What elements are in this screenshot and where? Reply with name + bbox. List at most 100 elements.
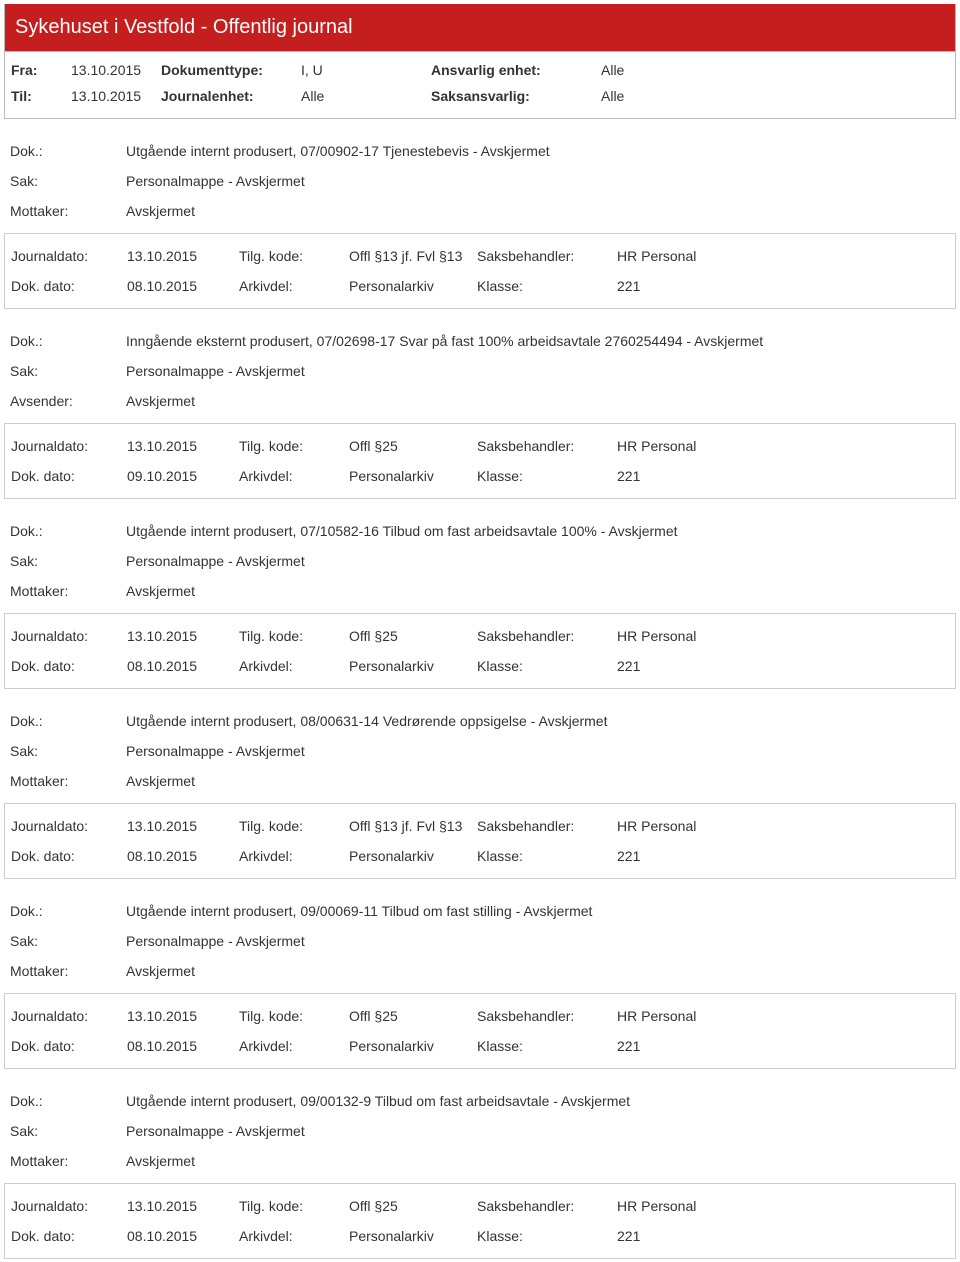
entry-row: Dok.:Utgående internt produsert, 07/1058… [10,523,950,539]
dok-label: Dok.: [10,523,126,539]
journal-entry: Dok.:Utgående internt produsert, 09/0006… [4,903,956,1069]
arkivdel-value: Personalarkiv [349,278,477,294]
dokdato-label: Dok. dato: [11,1228,127,1244]
sak-value: Personalmappe - Avskjermet [126,933,305,949]
dok-value: Inngående eksternt produsert, 07/02698-1… [126,333,763,349]
sak-value: Personalmappe - Avskjermet [126,743,305,759]
klasse-label: Klasse: [477,468,617,484]
saksbehandler-value: HR Personal [617,628,949,644]
arkivdel-value: Personalarkiv [349,1228,477,1244]
entry-row: Mottaker:Avskjermet [10,583,950,599]
journal-entry: Dok.:Inngående eksternt produsert, 07/02… [4,333,956,499]
entry-detail-grid: Journaldato:13.10.2015Tilg. kode:Offl §1… [4,803,956,879]
meta-journalenhet-label: Journalenhet: [161,88,301,104]
dokdato-value: 08.10.2015 [127,658,239,674]
page-header: Sykehuset i Vestfold - Offentlig journal [4,4,956,52]
party-label: Avsender: [10,393,126,409]
entry-header-block: Dok.:Utgående internt produsert, 09/0006… [4,903,956,993]
entry-row: Sak:Personalmappe - Avskjermet [10,553,950,569]
meta-dokumenttype-value: I, U [301,62,431,78]
meta-saksansvarlig-value: Alle [601,88,949,104]
entry-detail-grid: Journaldato:13.10.2015Tilg. kode:Offl §2… [4,993,956,1069]
meta-dokumenttype-label: Dokumenttype: [161,62,301,78]
dok-label: Dok.: [10,713,126,729]
sak-label: Sak: [10,363,126,379]
party-label: Mottaker: [10,583,126,599]
klasse-label: Klasse: [477,1038,617,1054]
saksbehandler-value: HR Personal [617,1008,949,1024]
tilgkode-value: Offl §25 [349,1008,477,1024]
dokdato-label: Dok. dato: [11,278,127,294]
klasse-value: 221 [617,1228,949,1244]
meta-fra-label: Fra: [11,62,71,78]
tilgkode-label: Tilg. kode: [239,438,349,454]
dok-value: Utgående internt produsert, 08/00631-14 … [126,713,607,729]
entries-container: Dok.:Utgående internt produsert, 07/0090… [0,143,960,1259]
party-value: Avskjermet [126,583,195,599]
klasse-label: Klasse: [477,658,617,674]
entry-row: Dok.:Utgående internt produsert, 09/0013… [10,1093,950,1109]
journaldato-label: Journaldato: [11,818,127,834]
entry-row: Mottaker:Avskjermet [10,963,950,979]
sak-value: Personalmappe - Avskjermet [126,363,305,379]
saksbehandler-label: Saksbehandler: [477,248,617,264]
entry-row: Mottaker:Avskjermet [10,203,950,219]
dokdato-label: Dok. dato: [11,1038,127,1054]
tilgkode-label: Tilg. kode: [239,628,349,644]
dok-value: Utgående internt produsert, 07/10582-16 … [126,523,678,539]
saksbehandler-value: HR Personal [617,1198,949,1214]
tilgkode-value: Offl §13 jf. Fvl §13 [349,248,477,264]
saksbehandler-label: Saksbehandler: [477,438,617,454]
entry-row: Mottaker:Avskjermet [10,773,950,789]
party-value: Avskjermet [126,963,195,979]
saksbehandler-value: HR Personal [617,818,949,834]
klasse-value: 221 [617,468,949,484]
journaldato-label: Journaldato: [11,248,127,264]
sak-value: Personalmappe - Avskjermet [126,173,305,189]
dok-label: Dok.: [10,143,126,159]
party-value: Avskjermet [126,203,195,219]
party-value: Avskjermet [126,773,195,789]
journaldato-value: 13.10.2015 [127,818,239,834]
saksbehandler-value: HR Personal [617,438,949,454]
dokdato-value: 08.10.2015 [127,1038,239,1054]
dokdato-value: 09.10.2015 [127,468,239,484]
entry-row: Sak:Personalmappe - Avskjermet [10,933,950,949]
meta-til-label: Til: [11,88,71,104]
sak-label: Sak: [10,553,126,569]
tilgkode-value: Offl §25 [349,1198,477,1214]
entry-header-block: Dok.:Utgående internt produsert, 09/0013… [4,1093,956,1183]
dokdato-label: Dok. dato: [11,658,127,674]
journaldato-label: Journaldato: [11,438,127,454]
arkivdel-label: Arkivdel: [239,278,349,294]
arkivdel-label: Arkivdel: [239,468,349,484]
entry-row: Sak:Personalmappe - Avskjermet [10,173,950,189]
klasse-label: Klasse: [477,278,617,294]
arkivdel-label: Arkivdel: [239,658,349,674]
sak-label: Sak: [10,173,126,189]
sak-value: Personalmappe - Avskjermet [126,1123,305,1139]
meta-ansvarlig-label: Ansvarlig enhet: [431,62,601,78]
party-value: Avskjermet [126,1153,195,1169]
entry-detail-grid: Journaldato:13.10.2015Tilg. kode:Offl §2… [4,613,956,689]
klasse-label: Klasse: [477,1228,617,1244]
dok-value: Utgående internt produsert, 07/00902-17 … [126,143,550,159]
entry-row: Mottaker:Avskjermet [10,1153,950,1169]
journaldato-value: 13.10.2015 [127,1198,239,1214]
arkivdel-value: Personalarkiv [349,658,477,674]
meta-saksansvarlig-label: Saksansvarlig: [431,88,601,104]
saksbehandler-label: Saksbehandler: [477,1008,617,1024]
journal-entry: Dok.:Utgående internt produsert, 07/1058… [4,523,956,689]
meta-ansvarlig-value: Alle [601,62,949,78]
tilgkode-label: Tilg. kode: [239,1008,349,1024]
entry-detail-grid: Journaldato:13.10.2015Tilg. kode:Offl §1… [4,233,956,309]
dok-label: Dok.: [10,333,126,349]
tilgkode-value: Offl §13 jf. Fvl §13 [349,818,477,834]
entry-row: Dok.:Inngående eksternt produsert, 07/02… [10,333,950,349]
entry-row: Dok.:Utgående internt produsert, 09/0006… [10,903,950,919]
entry-row: Avsender:Avskjermet [10,393,950,409]
dokdato-value: 08.10.2015 [127,278,239,294]
entry-detail-grid: Journaldato:13.10.2015Tilg. kode:Offl §2… [4,423,956,499]
entry-row: Dok.:Utgående internt produsert, 08/0063… [10,713,950,729]
klasse-value: 221 [617,658,949,674]
